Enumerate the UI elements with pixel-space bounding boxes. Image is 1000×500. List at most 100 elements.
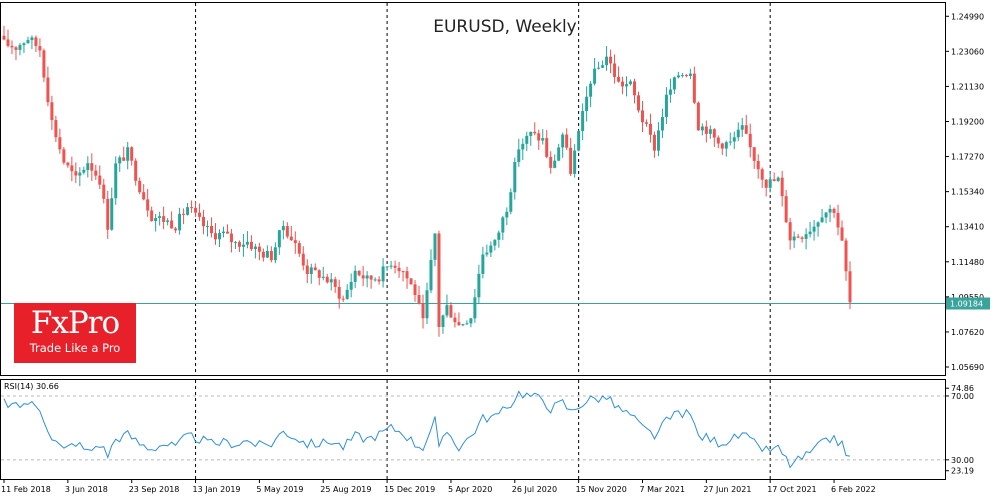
time-tick-label: 5 May 2019 [256, 485, 303, 494]
candle-body-bull [513, 162, 517, 193]
candle-body-bull [517, 149, 521, 163]
candle-body-bear [748, 133, 752, 148]
candle-body-bull [553, 160, 557, 168]
time-tick-label: 7 Mar 2021 [639, 485, 685, 494]
candle-body-bull [158, 216, 162, 218]
candle-body-bear [744, 125, 748, 134]
main-panel-frame [0, 2, 946, 376]
candle-body-bear [832, 208, 836, 213]
candle-body-bear [34, 37, 38, 47]
candle-body-bull [253, 246, 257, 250]
candle-body-bear [613, 63, 617, 77]
candle-body-bear [174, 228, 178, 231]
candle-body-bear [170, 220, 174, 229]
candle-body-bull [445, 305, 449, 316]
candle-body-bear [194, 207, 198, 213]
candle-body-bull [26, 40, 30, 44]
candle-body-bull [581, 110, 585, 132]
candle-body-bull [668, 89, 672, 95]
candle-body-bear [297, 243, 301, 254]
candle-body-bear [692, 73, 696, 103]
candle-body-bear [214, 233, 217, 240]
candle-body-bull [700, 126, 704, 131]
candle-body-bull [277, 230, 281, 248]
rsi-line [3, 390, 851, 469]
candle-body-bear [301, 253, 305, 266]
candle-body-bear [621, 81, 625, 87]
price-tick-label: 1.21130 [951, 82, 984, 91]
candle-body-bear [249, 241, 253, 250]
candle-body-bear [652, 134, 656, 151]
candle-body-bull [489, 245, 493, 253]
rsi-tick-label: 70.00 [951, 392, 974, 401]
candle-body-bull [385, 266, 389, 268]
candle-body-bull [828, 208, 832, 213]
candle-body-bear [533, 131, 537, 134]
candle-body-bear [162, 216, 166, 222]
candle-body-bull [605, 56, 609, 66]
time-tick-label: 11 Feb 2018 [1, 485, 51, 494]
candle-body-bull [465, 323, 469, 325]
candle-body-bull [736, 129, 740, 138]
price-tick-label: 1.09550 [951, 293, 984, 302]
candle-body-bear [333, 279, 337, 287]
candle-body-bull [812, 226, 816, 232]
rsi-panel: RSI(14) 30.66 [0, 379, 946, 480]
candle-body-bear [644, 122, 648, 124]
candle-body-bull [241, 244, 245, 247]
candle-body-bear [66, 162, 70, 166]
candle-body-bull [441, 315, 445, 327]
candle-body-bull [804, 234, 808, 239]
candle-body-bull [154, 217, 158, 222]
candle-body-bear [341, 298, 345, 300]
candle-body-bull [501, 217, 505, 233]
candle-body-bear [58, 137, 62, 150]
main-price-panel: EURUSD, Weekly [0, 2, 946, 376]
time-tick-label: 6 Feb 2022 [831, 485, 876, 494]
candle-body-bull [728, 141, 732, 143]
candle-body-bull [18, 45, 22, 50]
candle-body-bear [393, 265, 397, 268]
candle-body-bull [597, 67, 601, 69]
rsi-tick-label: 23.19 [951, 467, 974, 476]
candle-body-bear [417, 294, 421, 304]
candle-body-bull [186, 207, 190, 215]
candle-body-bull [321, 276, 325, 278]
candle-body-bear [229, 233, 233, 243]
candle-body-bear [780, 177, 784, 197]
candle-body-bear [285, 226, 289, 237]
candle-body-bear [14, 47, 18, 50]
candle-body-bull [660, 116, 664, 131]
candle-body-bear [106, 198, 110, 230]
candle-body-bull [178, 213, 182, 231]
candle-body-bear [10, 45, 14, 48]
rsi-title: RSI(14) 30.66 [4, 382, 59, 391]
candle-body-bear [317, 270, 321, 278]
candle-body-bull [389, 265, 393, 267]
time-tick-label: 27 Jun 2021 [703, 485, 751, 494]
candle-body-bear [545, 138, 549, 157]
candle-body-bull [365, 275, 369, 279]
candle-body-bull [593, 68, 597, 84]
candle-body-bull [82, 169, 86, 173]
candle-body-bear [190, 207, 194, 209]
candle-body-bull [505, 211, 509, 218]
candle-body-bear [257, 246, 261, 252]
candle-body-bear [756, 160, 760, 170]
candle-body-bear [54, 120, 58, 138]
time-tick-label: 17 Oct 2021 [767, 485, 816, 494]
candle-body-bear [457, 322, 461, 326]
candle-body-bull [541, 138, 545, 141]
candle-body-bear [836, 212, 840, 228]
candle-body-bear [449, 305, 453, 318]
candle-body-bear [617, 76, 621, 82]
candle-body-bear [102, 184, 106, 199]
candle-body-bull [676, 75, 680, 78]
candle-body-bear [237, 242, 241, 247]
rsi-tick-label: 30.00 [951, 456, 974, 465]
candle-body-bull [86, 163, 90, 170]
candle-body-bear [609, 56, 613, 64]
candle-body-bull [820, 217, 824, 223]
time-tick-label: 23 Sep 2018 [129, 485, 180, 494]
